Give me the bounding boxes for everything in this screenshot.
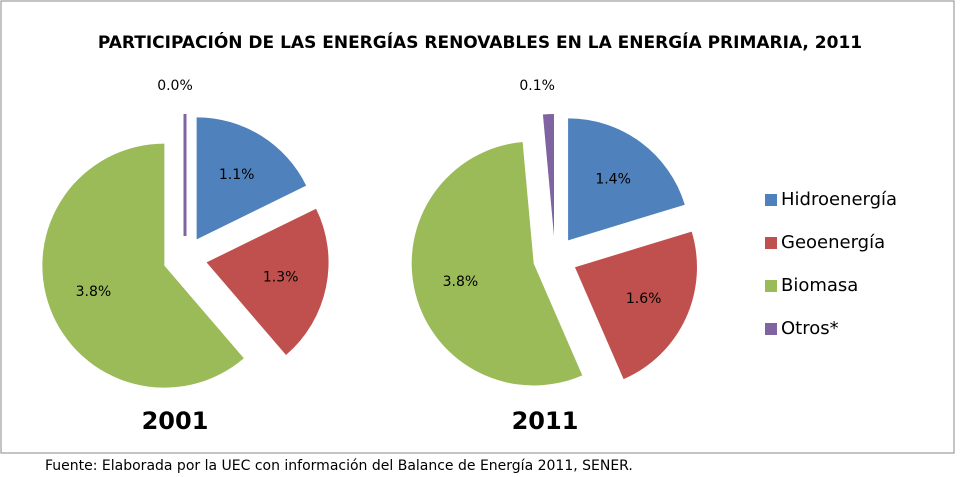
pie-slice [206, 208, 329, 355]
data-label: 0.0% [157, 78, 193, 94]
legend-label: Geoenergía [781, 232, 885, 253]
legend-swatch [765, 323, 777, 335]
data-label: 1.3% [263, 270, 299, 286]
legend-swatch [765, 194, 777, 206]
pie-title: 2011 [512, 407, 579, 435]
chart-title: PARTICIPACIÓN DE LAS ENERGÍAS RENOVABLES… [98, 31, 862, 53]
legend-label: Biomasa [781, 275, 858, 296]
data-label: 0.1% [519, 78, 555, 94]
pie-title: 2001 [142, 407, 209, 435]
data-label: 1.1% [219, 167, 255, 183]
pie-slice [42, 143, 244, 388]
source-note: Fuente: Elaborada por la UEC con informa… [45, 458, 633, 474]
pie-slice [196, 117, 307, 240]
pie-slice [574, 231, 697, 380]
data-label: 1.4% [595, 172, 631, 188]
pie-slice [411, 141, 583, 386]
pie-slice [542, 114, 554, 237]
legend-swatch [765, 280, 777, 292]
data-label: 1.6% [626, 291, 662, 307]
legend-label: Hidroenergía [781, 189, 897, 210]
pie-slice [568, 118, 685, 241]
legend-label: Otros* [781, 318, 839, 339]
data-label: 3.8% [443, 274, 479, 290]
data-label: 3.8% [76, 284, 112, 300]
legend-swatch [765, 237, 777, 249]
